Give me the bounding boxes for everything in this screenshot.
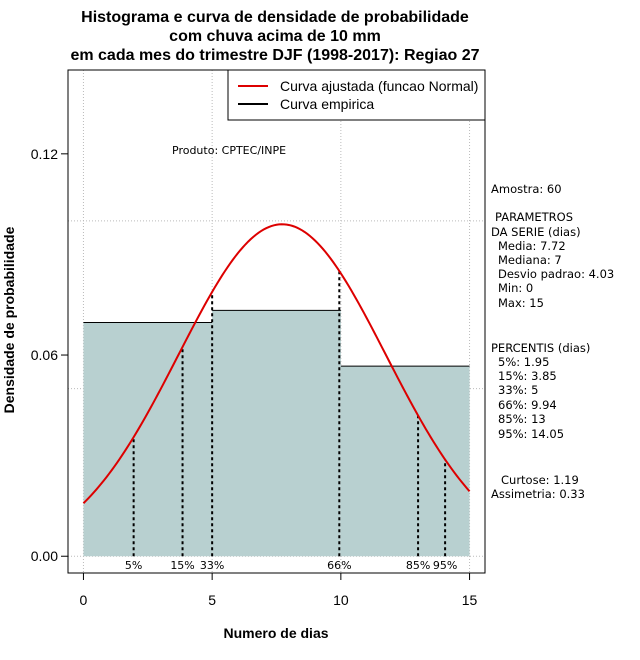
y-tick-label-3: 0.12 [31,146,58,162]
percentile-label-3: 33% [200,559,224,572]
legend-box [227,69,486,121]
y-tick-label-1: 0.00 [31,548,58,564]
y-tick-label-2: 0.06 [31,347,58,363]
x-tick-label-2: 5 [208,592,216,608]
product-annotation: Produto: CPTEC/INPE [172,144,286,157]
percentile-labels: 5% 15% 33% 66% 85% 95% [125,559,457,572]
x-axis: 0 5 10 15 [80,572,478,608]
x-tick-label-1: 0 [80,592,88,608]
x-tick-label-3: 10 [333,592,349,608]
normal-curve-line [82,223,471,504]
y-axis-title: Densidade de probabilidade [1,226,17,413]
histogram-bars [83,309,470,557]
param-max: Max: 15 [498,296,544,310]
stats-panel: Amostra: 60 PARAMETROS DA SERIE (dias) M… [491,182,614,501]
param-media: Media: 7.72 [498,239,566,253]
stat-assimetria: Assimetria: 0.33 [491,487,585,501]
histogram-bar-1 [83,322,213,557]
percentile-label-6: 95% [433,559,457,572]
percentil-66: 66%: 9.94 [498,398,557,412]
percentile-label-1: 5% [125,559,142,572]
chart-title-line-1: Histograma e curva de densidade de proba… [81,9,469,26]
percentil-33: 33%: 5 [498,383,538,397]
legend-label-empirical: Curva empirica [280,96,374,112]
param-desvio: Desvio padrao: 4.03 [498,267,614,281]
legend-label-normal: Curva ajustada (funcao Normal) [280,78,478,94]
percentil-15: 15%: 3.85 [498,369,557,383]
x-axis-title: Numero de dias [223,625,328,641]
percentile-label-5: 85% [406,559,430,572]
percentil-85: 85%: 13 [498,412,546,426]
chart-title-line-2: com chuva acima de 10 mm [169,28,381,45]
param-min: Min: 0 [498,281,533,295]
percentile-lines [132,271,447,557]
y-axis: 0.00 0.06 0.12 [31,146,68,564]
stat-amostra: Amostra: 60 [491,182,562,196]
histogram-bar-2 [212,310,341,557]
chart-title-line-3: em cada mes do trimestre DJF (1998-2017)… [70,47,479,64]
param-header-1: PARAMETROS [495,210,573,224]
percentile-label-4: 66% [327,559,351,572]
percentile-label-2: 15% [170,559,194,572]
percentil-95: 95%: 14.05 [498,427,564,441]
stat-curtose: Curtose: 1.19 [501,473,579,487]
legend: Curva ajustada (funcao Normal) Curva emp… [227,69,486,121]
param-header-2: DA SERIE (dias) [491,225,581,239]
histogram-bar-3 [340,366,470,557]
percentis-header: PERCENTIS (dias) [491,341,590,355]
param-mediana: Mediana: 7 [498,253,562,267]
percentil-5: 5%: 1.95 [498,355,549,369]
x-tick-label-4: 15 [462,592,478,608]
